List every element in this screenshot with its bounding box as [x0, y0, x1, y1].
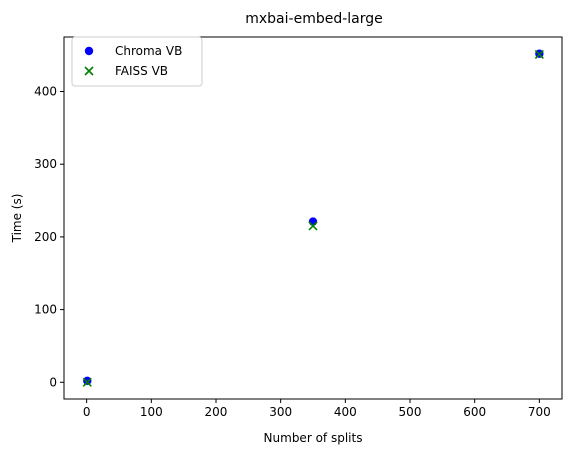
y-axis: 0 100 200 300 400 [34, 85, 64, 389]
legend: Chroma VB FAISS VB [71, 36, 203, 87]
x-tick-label: 600 [463, 405, 486, 419]
y-tick-label: 100 [34, 303, 57, 317]
faiss-vb-point [308, 221, 318, 231]
legend-label-faiss-vb: FAISS VB [115, 64, 168, 78]
legend-marker-faiss-vb [84, 66, 94, 76]
y-tick-label: 400 [34, 85, 57, 99]
y-tick-label: 0 [49, 375, 57, 389]
plot-area [63, 36, 563, 400]
y-axis-label: Time (s) [10, 194, 24, 244]
x-tick-label: 100 [140, 405, 163, 419]
legend-label-chroma-vb: Chroma VB [115, 44, 182, 58]
y-tick-label: 300 [34, 157, 57, 171]
chroma-vb-point [308, 217, 318, 226]
data-marks [82, 49, 544, 387]
x-axis-label: Number of splits [264, 431, 363, 445]
plot-frame [63, 36, 563, 400]
chart-title: mxbai-embed-large [245, 11, 383, 27]
faiss-vb-point [82, 377, 92, 387]
x-tick-label: 0 [83, 405, 91, 419]
x-tick-label: 700 [528, 405, 551, 419]
faiss-vb-point [534, 49, 544, 60]
x-axis: 0 100 200 300 400 500 600 700 [83, 399, 551, 419]
chroma-vb-point [83, 376, 92, 386]
x-tick-label: 300 [269, 405, 292, 419]
x-tick-label: 400 [334, 405, 357, 419]
y-tick-label: 200 [34, 230, 57, 244]
x-tick-label: 200 [205, 405, 228, 419]
x-tick-label: 500 [399, 405, 422, 419]
legend-frame [71, 36, 203, 87]
legend-marker-chroma-vb [84, 46, 94, 56]
